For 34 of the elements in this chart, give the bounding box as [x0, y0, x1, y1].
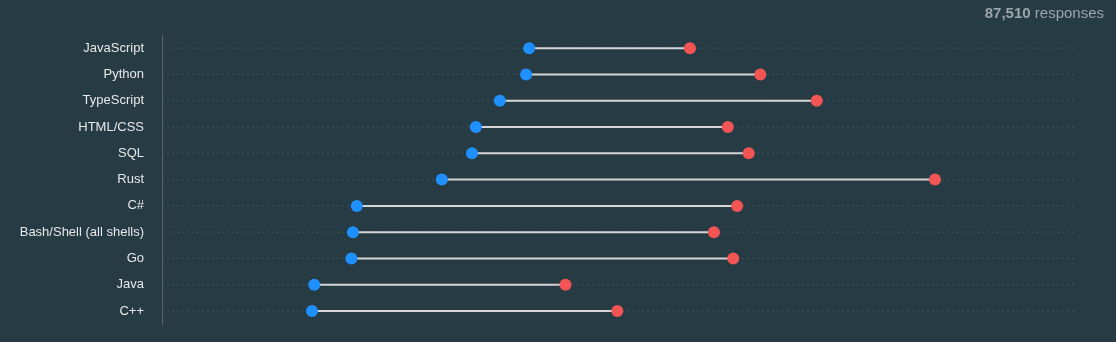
point: [345, 252, 358, 265]
y-tick-label: SQL: [117, 144, 144, 160]
y-tick-label: HTML/CSS: [78, 118, 145, 134]
y-tick-label: Rust: [117, 171, 145, 187]
y-tick-label: TypeScript: [82, 92, 145, 108]
point: [731, 199, 744, 212]
point: [611, 305, 624, 318]
point: [350, 199, 363, 212]
point: [523, 42, 536, 55]
point: [435, 173, 448, 186]
y-tick-label: Java: [116, 276, 145, 292]
point: [742, 147, 755, 160]
point: [727, 252, 740, 265]
point: [493, 94, 506, 107]
point: [707, 226, 720, 239]
point: [683, 42, 696, 55]
point: [810, 94, 823, 107]
point: [929, 173, 941, 186]
point: [305, 305, 318, 318]
y-tick-label: Python: [103, 66, 144, 82]
y-tick-label: Bash/Shell (all shells): [19, 223, 144, 239]
point: [559, 278, 572, 291]
point: [465, 147, 478, 160]
y-tick-label: C++: [119, 302, 144, 318]
point: [520, 68, 533, 81]
text: 87,510 responses: [984, 4, 1104, 21]
point: [721, 121, 734, 134]
point: [346, 226, 359, 239]
point: [754, 68, 767, 81]
y-tick-label: Go: [126, 250, 144, 266]
y-tick-label: JavaScript: [83, 39, 145, 55]
point: [308, 278, 321, 291]
y-tick-label: C#: [127, 197, 145, 213]
point: [469, 121, 482, 134]
